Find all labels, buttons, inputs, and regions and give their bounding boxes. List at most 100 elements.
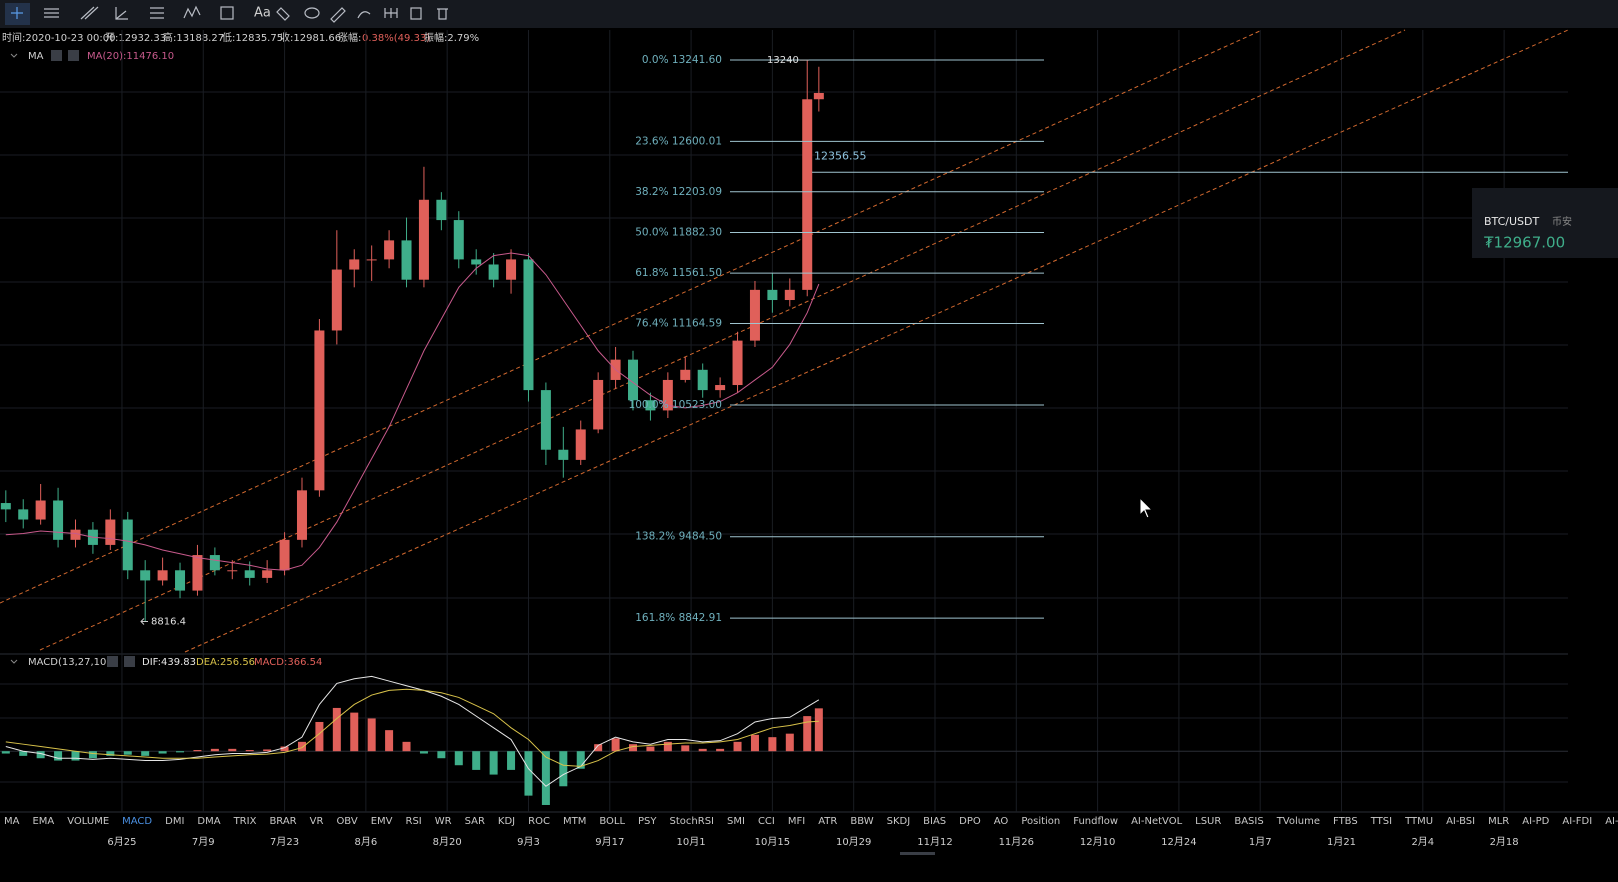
- indicator-button[interactable]: RSI: [405, 816, 422, 827]
- text-tool[interactable]: Aa: [254, 6, 271, 21]
- collapse-icon[interactable]: [10, 53, 18, 58]
- price-line-label: 12356.55: [814, 149, 867, 162]
- candle-body: [593, 379, 604, 430]
- pen-tool[interactable]: [357, 11, 371, 19]
- indicator-button[interactable]: SMI: [727, 816, 745, 827]
- ticker-symbol: BTC/USDT: [1484, 215, 1540, 228]
- indicator-button[interactable]: BRAR: [269, 816, 297, 827]
- indicator-button[interactable]: ATR: [818, 816, 838, 827]
- measure-tool[interactable]: [220, 6, 234, 20]
- indicator-button[interactable]: DMI: [165, 816, 185, 827]
- indicator-button[interactable]: TVolume: [1276, 816, 1320, 827]
- indicator-button[interactable]: BOLL: [599, 816, 626, 827]
- brush-tool[interactable]: [276, 7, 290, 21]
- macd-line: [5, 688, 819, 767]
- x-tick-label: 6月25: [107, 836, 136, 848]
- candle-body: [122, 519, 133, 571]
- indicator-button[interactable]: AI-PD: [1522, 816, 1550, 827]
- x-tick-label: 11月12: [917, 836, 952, 848]
- candle-body: [244, 570, 255, 578]
- line-tool[interactable]: [44, 8, 59, 18]
- macd-bar: [803, 716, 812, 752]
- scroll-thumb[interactable]: [900, 852, 935, 855]
- indicator-button[interactable]: PSY: [638, 816, 657, 827]
- macd-bar: [750, 734, 759, 752]
- indicator-button[interactable]: MTM: [562, 816, 587, 827]
- ticker-card: [1472, 188, 1618, 258]
- candle-body: [802, 99, 813, 290]
- indicator-button[interactable]: TRIX: [233, 816, 257, 827]
- ruler-tool[interactable]: [330, 7, 346, 23]
- indicator-button[interactable]: EMV: [370, 816, 393, 827]
- indicator-button[interactable]: StochRSI: [669, 816, 714, 827]
- macd-bar: [454, 751, 463, 766]
- angle-tool[interactable]: [115, 7, 128, 20]
- indicator-button[interactable]: MACD: [122, 816, 153, 827]
- macd-bar: [385, 730, 394, 752]
- macd-bar: [814, 708, 823, 752]
- x-tick-label: 12月24: [1161, 836, 1196, 848]
- settings-icon[interactable]: [107, 656, 118, 667]
- delete-tool[interactable]: [437, 8, 448, 20]
- indicator-button[interactable]: MFI: [787, 816, 806, 827]
- candle-body: [209, 555, 220, 571]
- indicator-button[interactable]: DPO: [959, 816, 981, 827]
- fib-label: 0.0% 13241.60: [642, 54, 722, 66]
- macd-bar: [541, 751, 550, 805]
- candle-body: [157, 570, 168, 581]
- fib-tool[interactable]: [150, 7, 164, 19]
- indicator-button[interactable]: DMA: [197, 816, 221, 827]
- candle-body: [262, 570, 273, 578]
- close-icon[interactable]: [68, 50, 79, 61]
- header-low: 低:12835.75: [222, 31, 283, 44]
- indicator-button[interactable]: TTMU: [1405, 816, 1434, 827]
- header-high: 高:13188.27: [163, 31, 224, 44]
- indicator-button[interactable]: EMA: [32, 816, 55, 827]
- indicator-button[interactable]: MA: [4, 816, 20, 827]
- indicator-button[interactable]: AI-LI: [1605, 816, 1618, 827]
- indicator-button[interactable]: KDJ: [497, 816, 516, 827]
- settings-icon[interactable]: [51, 50, 62, 61]
- collapse-icon[interactable]: [10, 659, 18, 664]
- indicator-button[interactable]: AI-FDI: [1562, 816, 1593, 827]
- high-mark: 13240: [767, 55, 799, 66]
- crosshair-tool[interactable]: [11, 7, 23, 19]
- close-icon[interactable]: [124, 656, 135, 667]
- indicator-button[interactable]: VR: [309, 816, 324, 827]
- indicator-button[interactable]: BBW: [850, 816, 874, 827]
- macd-line: [5, 675, 820, 787]
- indicator-button[interactable]: SKDJ: [886, 816, 911, 827]
- indicator-button[interactable]: VOLUME: [67, 816, 110, 827]
- macd-bar: [297, 741, 306, 752]
- indicator-button[interactable]: Fundflow: [1073, 816, 1119, 827]
- macd-bar: [228, 748, 237, 752]
- header-change: 0.38%(49.33): [362, 33, 430, 44]
- macd-bar: [263, 749, 272, 752]
- channel-tool[interactable]: [80, 6, 99, 20]
- lock-tool[interactable]: [410, 7, 422, 20]
- erase-tool[interactable]: [304, 7, 320, 19]
- indicator-button[interactable]: ROC: [528, 816, 550, 827]
- indicator-button[interactable]: TTSI: [1370, 816, 1393, 827]
- indicator-button[interactable]: AI-NetVOL: [1131, 816, 1183, 827]
- indicator-button[interactable]: LSUR: [1195, 816, 1222, 827]
- indicator-button[interactable]: OBV: [336, 816, 358, 827]
- indicator-button[interactable]: FTBS: [1333, 816, 1358, 827]
- x-tick-label: 2月18: [1490, 836, 1519, 848]
- toolbar: [0, 0, 1618, 28]
- indicator-button[interactable]: BIAS: [923, 816, 947, 827]
- indicator-button[interactable]: CCI: [757, 816, 775, 827]
- indicator-button[interactable]: SAR: [464, 816, 485, 827]
- macd-bar: [402, 741, 411, 752]
- indicator-button[interactable]: AI-BSI: [1446, 816, 1476, 827]
- x-tick-label: 1月21: [1327, 836, 1356, 848]
- indicator-button[interactable]: MLR: [1488, 816, 1510, 827]
- indicator-button[interactable]: WR: [434, 816, 452, 827]
- indicator-button[interactable]: AO: [993, 816, 1009, 827]
- magnet-tool[interactable]: [384, 8, 398, 18]
- indicator-button[interactable]: BASIS: [1234, 816, 1264, 827]
- candle-body: [488, 264, 499, 280]
- indicator-button[interactable]: Position: [1021, 816, 1061, 827]
- wave-tool[interactable]: [183, 5, 201, 19]
- legend-entry: MACD:366.54: [254, 657, 322, 668]
